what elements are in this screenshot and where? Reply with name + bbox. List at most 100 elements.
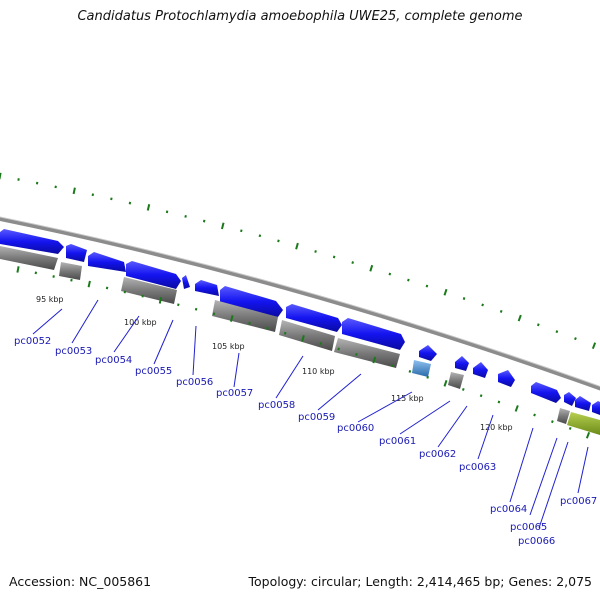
scale-tick xyxy=(479,394,483,398)
position-label: 120 kbp xyxy=(480,423,513,432)
scale-tick xyxy=(443,288,448,296)
map-title: Candidatus Protochlamydia amoebophila UW… xyxy=(77,9,523,24)
gene-label-pc0053[interactable]: pc0053 xyxy=(55,346,92,357)
length-value: 2,414,465 bp; xyxy=(416,574,505,589)
gene-label-pc0058[interactable]: pc0058 xyxy=(258,400,295,411)
length-label: Length: xyxy=(365,574,413,589)
scale-tick xyxy=(158,297,163,304)
gene-pc0055[interactable] xyxy=(126,261,181,289)
gene-pc0060[interactable] xyxy=(419,345,437,361)
scale-tick xyxy=(481,303,484,307)
scale-tick xyxy=(123,290,127,294)
gene-rev-9[interactable] xyxy=(557,408,570,424)
gene-label-pc0059[interactable]: pc0059 xyxy=(298,412,335,423)
gene-label-pc0064[interactable]: pc0064 xyxy=(490,504,527,515)
leader-line xyxy=(437,405,468,448)
gene-pc0061[interactable] xyxy=(455,356,469,371)
genome-backbone xyxy=(0,216,600,391)
gene-pc0057-b[interactable] xyxy=(220,286,283,317)
position-labels: 95 kbp 100 kbp 105 kbp 110 kbp 115 kbp 1… xyxy=(36,295,513,432)
gene-label-pc0062[interactable]: pc0062 xyxy=(419,449,456,460)
gene-pc0058[interactable] xyxy=(286,304,342,332)
scale-tick xyxy=(105,286,109,290)
scale-tick xyxy=(568,426,572,430)
scale-tick xyxy=(220,222,225,230)
gene-pc0066[interactable] xyxy=(575,396,591,411)
genes-label: Genes: xyxy=(508,574,553,589)
scale-tick xyxy=(408,369,412,373)
scale-tick xyxy=(229,315,234,322)
scale-tick xyxy=(0,172,2,180)
scale-tick xyxy=(128,201,132,205)
scale-tick xyxy=(319,342,323,346)
scale-tick xyxy=(165,210,169,214)
forward-strand-genes xyxy=(0,229,600,415)
gene-rev-4[interactable] xyxy=(212,300,278,332)
gene-pc0067[interactable] xyxy=(592,401,600,415)
gene-label-pc0066[interactable]: pc0066 xyxy=(518,536,555,547)
scale-tick xyxy=(202,219,206,223)
inner-tick-ring xyxy=(16,266,591,439)
gene-rev-10[interactable] xyxy=(567,412,600,435)
scale-tick xyxy=(184,214,187,218)
scale-tick xyxy=(110,197,113,201)
leader-line xyxy=(477,414,494,460)
scale-tick xyxy=(16,266,20,273)
gene-rev-6[interactable] xyxy=(334,338,400,368)
scale-tick xyxy=(258,234,262,238)
genes-value: 2,075 xyxy=(556,574,592,589)
gene-pc0065[interactable] xyxy=(564,392,576,406)
scale-tick xyxy=(390,364,394,368)
gene-label-pc0063[interactable]: pc0063 xyxy=(459,462,496,473)
gene-pc0056[interactable] xyxy=(182,275,190,289)
gene-label-pc0065[interactable]: pc0065 xyxy=(510,522,547,533)
gene-label-pc0056[interactable]: pc0056 xyxy=(176,377,213,388)
leader-line xyxy=(509,427,534,503)
scale-tick xyxy=(301,335,305,342)
gene-label-pc0057[interactable]: pc0057 xyxy=(216,388,253,399)
gene-label-pc0055[interactable]: pc0055 xyxy=(135,366,172,377)
gene-label-pc0067[interactable]: pc0067 xyxy=(560,496,597,507)
accession-value: NC_005861 xyxy=(79,574,152,589)
scale-tick xyxy=(295,242,299,250)
position-label: 95 kbp xyxy=(36,295,64,304)
position-label: 105 kbp xyxy=(212,342,245,351)
gene-rev-1[interactable] xyxy=(0,246,58,270)
scale-tick xyxy=(351,261,354,265)
leader-line xyxy=(233,352,240,388)
gene-label-pc0061[interactable]: pc0061 xyxy=(379,436,416,447)
accession-label: Accession: xyxy=(9,574,76,589)
gene-label-pc0060[interactable]: pc0060 xyxy=(337,423,374,434)
leader-line xyxy=(71,299,99,344)
gene-rev-8[interactable] xyxy=(448,372,464,389)
gene-pc0057[interactable] xyxy=(195,280,219,296)
gene-pc0054[interactable] xyxy=(88,252,126,272)
scale-tick xyxy=(283,331,287,335)
outer-tick-ring xyxy=(0,172,597,350)
scale-tick xyxy=(536,323,540,327)
scale-tick xyxy=(194,307,198,311)
scale-tick xyxy=(212,312,216,316)
scale-tick xyxy=(72,187,76,195)
gene-pc0062[interactable] xyxy=(473,362,488,378)
scale-tick xyxy=(91,193,95,197)
gene-pc0052[interactable] xyxy=(0,229,64,254)
scale-tick xyxy=(517,314,522,322)
gene-rev-2[interactable] xyxy=(59,262,82,280)
gene-rev-7[interactable] xyxy=(412,360,431,377)
scale-tick xyxy=(146,204,151,211)
scale-tick xyxy=(461,387,465,391)
gene-pc0053[interactable] xyxy=(66,244,87,262)
gene-rev-3[interactable] xyxy=(121,277,177,304)
gene-pc0064[interactable] xyxy=(531,382,561,403)
scale-tick xyxy=(141,294,144,298)
gene-label-pc0052[interactable]: pc0052 xyxy=(14,336,51,347)
position-label: 110 kbp xyxy=(302,367,335,376)
gene-pc0063[interactable] xyxy=(498,370,515,387)
gene-pc0059[interactable] xyxy=(342,318,405,350)
gene-label-pc0054[interactable]: pc0054 xyxy=(95,355,132,366)
scale-tick xyxy=(443,379,448,387)
genome-backbone-highlight xyxy=(0,216,600,387)
